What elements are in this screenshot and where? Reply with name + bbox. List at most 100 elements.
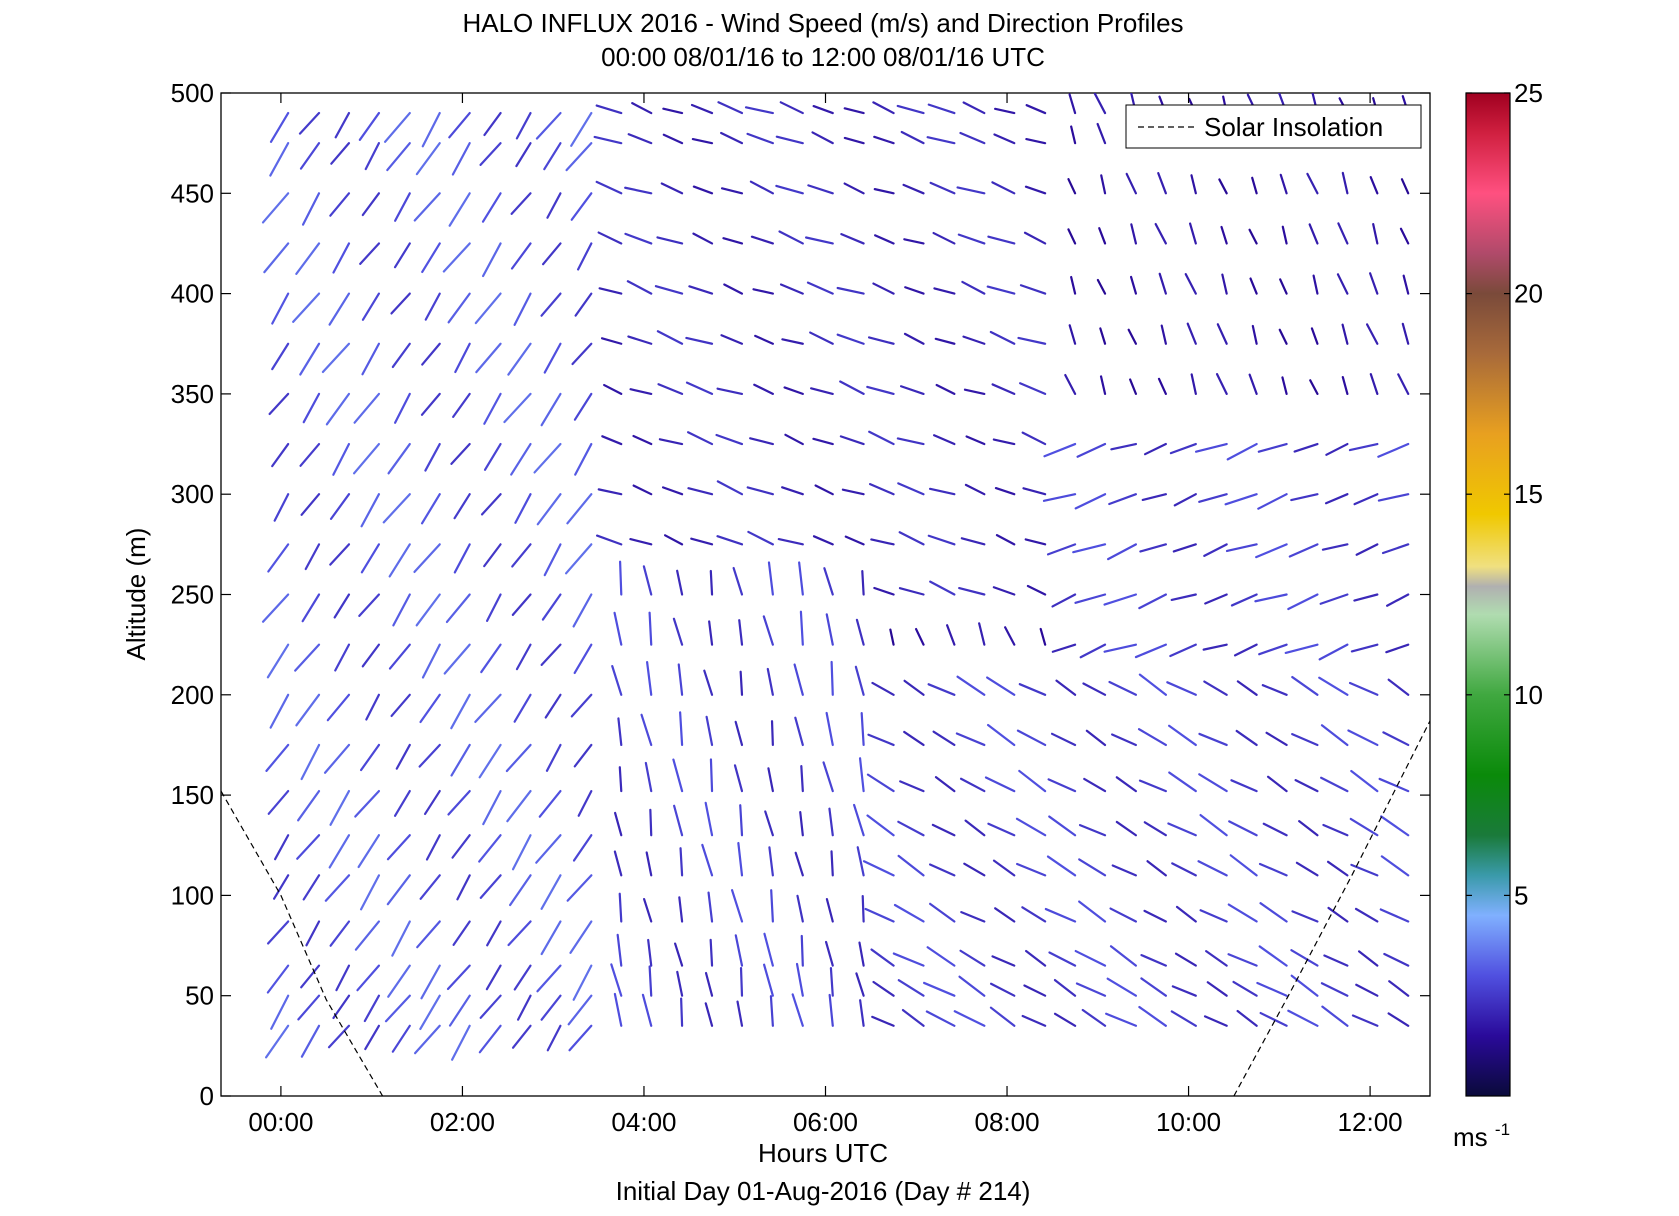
wind-vector — [267, 543, 290, 573]
wind-vector — [1067, 228, 1077, 245]
colorbar-tick-label: 5 — [1514, 880, 1528, 910]
x-tick-label: 06:00 — [793, 1107, 858, 1137]
wind-vector — [1021, 906, 1047, 923]
y-tick-label: 200 — [171, 680, 214, 710]
wind-vector — [1236, 1009, 1258, 1027]
wind-vector — [1369, 373, 1379, 395]
wind-vector — [764, 810, 774, 837]
wind-vector — [1249, 277, 1258, 295]
wind-vector — [874, 234, 895, 245]
wind-vector — [354, 920, 381, 951]
wind-vector — [616, 933, 623, 967]
wind-vector — [1106, 543, 1138, 561]
wind-vector — [672, 758, 684, 793]
wind-vector — [361, 643, 381, 668]
wind-vector — [989, 330, 1016, 345]
wind-vector — [393, 242, 411, 269]
wind-vector — [302, 392, 321, 424]
wind-vector — [386, 834, 411, 861]
wind-vector — [1083, 777, 1107, 793]
wind-vector — [1387, 1012, 1410, 1027]
wind-vector — [926, 136, 956, 145]
wind-vector — [572, 593, 593, 628]
wind-vector — [1226, 442, 1258, 461]
wind-vector — [955, 732, 986, 747]
wind-vector — [516, 994, 532, 1021]
wind-vector — [269, 111, 290, 143]
wind-vector — [576, 242, 593, 271]
wind-vector — [1004, 626, 1016, 646]
wind-vector — [1350, 769, 1379, 793]
wind-vector — [722, 237, 744, 245]
wind-vector — [533, 442, 562, 474]
wind-vector — [294, 643, 321, 672]
wind-vector — [777, 537, 804, 546]
wind-vector — [673, 804, 684, 837]
wind-vector — [1203, 680, 1228, 696]
wind-vector — [1278, 328, 1288, 345]
wind-vector — [1170, 1010, 1197, 1027]
wind-vector — [987, 822, 1016, 837]
wind-vector — [509, 874, 532, 907]
wind-vector — [830, 850, 834, 877]
wind-vector — [1354, 907, 1379, 923]
wind-vector — [1337, 222, 1349, 245]
wind-vector — [301, 593, 321, 623]
wind-vector — [656, 330, 684, 345]
wind-vector — [807, 184, 834, 195]
wind-vector — [510, 442, 532, 476]
wind-vector — [1380, 815, 1410, 837]
wind-vector — [1381, 543, 1410, 555]
wind-vector — [663, 534, 684, 546]
wind-vector — [363, 994, 381, 1023]
wind-vector — [541, 242, 562, 266]
wind-vector — [271, 292, 290, 325]
wind-vector — [898, 531, 925, 546]
wind-vector — [1143, 442, 1167, 456]
wind-vector — [779, 101, 804, 115]
chart-title: HALO INFLUX 2016 - Wind Speed (m/s) and … — [462, 8, 1183, 38]
wind-vector — [425, 834, 441, 861]
wind-vector — [1110, 442, 1138, 451]
wind-vector — [897, 482, 925, 496]
wind-vector — [1248, 228, 1258, 245]
wind-vector — [448, 994, 471, 1027]
wind-vector — [897, 820, 925, 837]
wind-vector — [1157, 172, 1167, 195]
wind-vector — [870, 948, 895, 967]
wind-vector — [903, 730, 925, 747]
wind-vector — [798, 561, 804, 596]
wind-vector — [766, 667, 774, 696]
wind-vector — [680, 997, 684, 1027]
wind-vector — [1318, 643, 1349, 661]
wind-vector — [507, 920, 532, 947]
wind-vector — [1347, 729, 1379, 747]
wind-vector — [775, 184, 804, 195]
wind-vector — [1197, 860, 1228, 877]
wind-vector — [388, 643, 411, 670]
wind-vector — [1186, 322, 1197, 345]
wind-vector — [1348, 442, 1379, 452]
wind-vector — [1262, 822, 1288, 837]
wind-vector — [1170, 593, 1197, 602]
wind-vector — [325, 392, 351, 426]
wind-vector — [511, 593, 532, 616]
wind-vector — [991, 383, 1016, 395]
wind-vector — [1160, 324, 1167, 345]
wind-vector — [1169, 643, 1197, 658]
wind-vector — [678, 896, 684, 923]
wind-vector — [595, 180, 623, 195]
wind-vector — [447, 292, 471, 324]
wind-vector — [1053, 978, 1077, 997]
wind-vector — [1072, 543, 1107, 554]
wind-vector — [1127, 328, 1138, 345]
wind-vector — [269, 693, 290, 729]
wind-vector — [866, 814, 895, 837]
wind-vector — [1103, 593, 1138, 606]
wind-vector — [1188, 222, 1197, 245]
wind-vector — [723, 283, 744, 295]
wind-vector — [261, 192, 290, 224]
wind-vector — [1039, 627, 1047, 646]
wind-vector — [1081, 1008, 1107, 1027]
wind-vector — [478, 834, 502, 863]
